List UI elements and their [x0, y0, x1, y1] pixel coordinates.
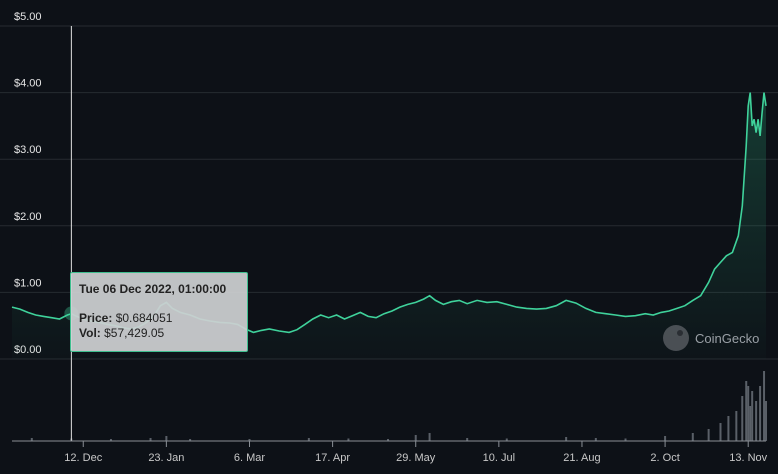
- x-tick-label: 10. Jul: [483, 452, 515, 464]
- x-tick-label: 6. Mar: [234, 452, 266, 464]
- x-tick-label: 23. Jan: [148, 452, 184, 464]
- x-tick-label: 13. Nov: [729, 452, 767, 464]
- tooltip-price-value: $0.684051: [115, 311, 173, 325]
- x-axis: 12. Dec 23. Jan 6. Mar 17. Apr 29. May 10. Ju…: [12, 440, 768, 464]
- volume-bar: [735, 411, 738, 441]
- x-tick-label: 21. Aug: [563, 452, 600, 464]
- x-tick-label: 17. Apr: [315, 452, 350, 464]
- volume-bar: [755, 401, 758, 441]
- volume-bar: [466, 438, 469, 441]
- x-tick-label: 12. Dec: [64, 452, 102, 464]
- tooltip-vol-value: $57,429.05: [104, 326, 165, 340]
- volume-bar: [691, 433, 694, 441]
- x-tick-label: 29. May: [396, 452, 436, 464]
- y-axis-ticks: $5.00$4.00$3.00$2.00$1.00$0.00: [14, 11, 42, 356]
- volume-bar: [719, 423, 722, 441]
- tooltip-price-label: Price:: [79, 311, 113, 325]
- volume-bar: [387, 439, 390, 441]
- volume-bar: [741, 396, 744, 441]
- watermark-text: CoinGecko: [695, 331, 759, 346]
- volume-bar: [505, 438, 508, 441]
- volume-bar: [765, 401, 768, 441]
- volume-bar: [707, 429, 710, 441]
- volume-bar: [565, 437, 568, 441]
- volume-bar: [109, 439, 112, 441]
- y-tick-label: $1.00: [14, 277, 42, 289]
- volume-bar: [307, 438, 310, 441]
- volume-bar: [594, 438, 597, 441]
- volume-bar: [347, 438, 350, 441]
- tooltip-price-row: Price: $0.684051: [79, 311, 239, 326]
- coingecko-logo-icon: [663, 325, 689, 351]
- y-tick-label: $3.00: [14, 144, 42, 156]
- x-tick-label: 2. Oct: [650, 452, 679, 464]
- tooltip-vol-row: Vol: $57,429.05: [79, 326, 239, 341]
- coingecko-watermark: CoinGecko: [663, 325, 759, 351]
- volume-bar: [30, 438, 33, 441]
- volume-bar: [624, 438, 627, 441]
- y-tick-label: $2.00: [14, 211, 42, 223]
- volume-bar: [414, 435, 417, 441]
- volume-bar: [248, 439, 251, 441]
- y-tick-label: $5.00: [14, 11, 42, 23]
- volume-bar: [747, 386, 750, 441]
- volume-bar: [745, 381, 748, 441]
- volume-bars: [30, 371, 768, 441]
- tooltip-date: Tue 06 Dec 2022, 01:00:00: [79, 282, 227, 296]
- y-tick-label: $4.00: [14, 78, 42, 90]
- volume-bar: [428, 433, 431, 441]
- coingecko-logo-eye: [677, 330, 683, 336]
- volume-bar: [749, 406, 752, 441]
- price-tooltip: Tue 06 Dec 2022, 01:00:00 Price: $0.6840…: [70, 272, 248, 352]
- volume-bar: [763, 371, 766, 441]
- volume-bar: [727, 416, 730, 441]
- volume-bar: [149, 438, 152, 441]
- volume-bar: [759, 386, 762, 441]
- volume-bar: [165, 436, 168, 441]
- tooltip-vol-label: Vol:: [79, 326, 101, 340]
- volume-bar: [189, 439, 192, 441]
- volume-bar: [664, 436, 667, 441]
- volume-bar: [751, 391, 754, 441]
